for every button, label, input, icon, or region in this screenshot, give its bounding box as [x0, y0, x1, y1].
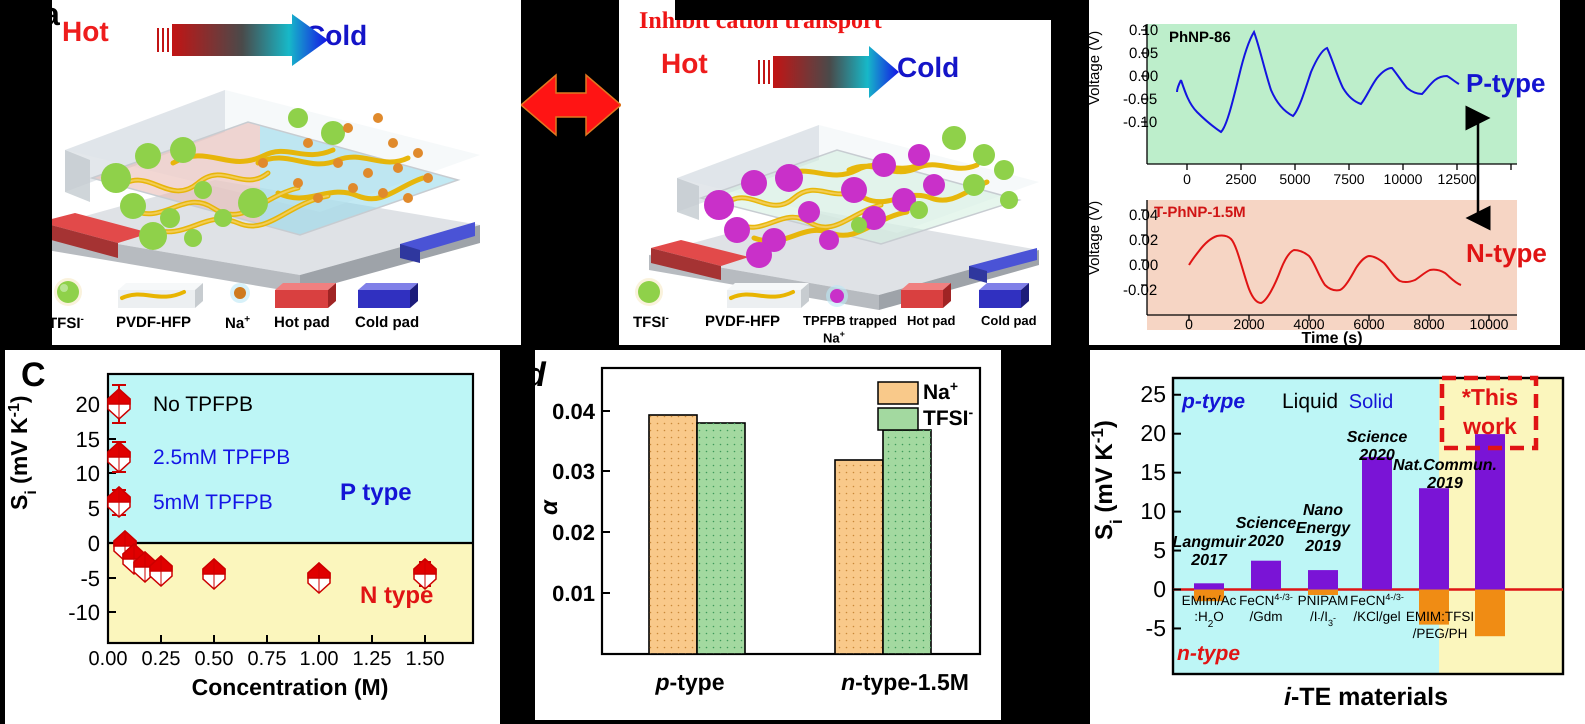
svg-text:Energy: Energy: [1296, 520, 1351, 537]
svg-text:P-type: P-type: [1466, 68, 1545, 98]
svg-text:Nat.Commun.: Nat.Commun.: [1393, 457, 1497, 474]
svg-text:0: 0: [1153, 576, 1166, 602]
svg-text:1.50: 1.50: [406, 648, 445, 670]
svg-text:0.03: 0.03: [552, 459, 595, 484]
svg-text:5: 5: [88, 496, 100, 521]
svg-text:Concentration (M): Concentration (M): [192, 674, 389, 700]
svg-text:0.50: 0.50: [195, 648, 234, 670]
svg-text:10: 10: [76, 461, 100, 486]
svg-text:Voltage (V): Voltage (V): [1089, 31, 1103, 105]
svg-text:n-type-1.5M: n-type-1.5M: [841, 669, 969, 695]
svg-text:25: 25: [1140, 381, 1166, 407]
svg-text:0.02: 0.02: [552, 520, 595, 545]
svg-text:Time (s): Time (s): [1301, 330, 1362, 345]
svg-text:Langmuir: Langmuir: [1173, 534, 1247, 551]
svg-text:EMIM:TFSI: EMIM:TFSI: [1406, 609, 1474, 624]
svg-text:5mM TPFPB: 5mM TPFPB: [153, 491, 273, 514]
svg-text:i-TE materials: i-TE materials: [1284, 683, 1448, 711]
svg-text:0.04: 0.04: [552, 399, 596, 424]
svg-text:2019: 2019: [1304, 538, 1341, 555]
svg-text:0.00: 0.00: [89, 648, 128, 670]
svg-text:5: 5: [1153, 537, 1166, 563]
svg-text:15: 15: [1140, 459, 1166, 485]
svg-text:TFSI-: TFSI-: [923, 404, 974, 430]
svg-text:*This: *This: [1462, 384, 1518, 410]
svg-text:0.25: 0.25: [142, 648, 181, 670]
svg-text:1.00: 1.00: [300, 648, 339, 670]
svg-text:20: 20: [1140, 420, 1166, 446]
svg-text:Voltage (V): Voltage (V): [1089, 201, 1103, 275]
svg-text:20: 20: [76, 392, 100, 417]
svg-text:/Gdm: /Gdm: [1249, 609, 1282, 624]
svg-text:N-type: N-type: [1466, 238, 1547, 268]
svg-text:-5: -5: [1146, 615, 1166, 641]
svg-text:p-type: p-type: [1181, 390, 1245, 413]
svg-text:P type: P type: [340, 479, 412, 506]
svg-text:No TPFPB: No TPFPB: [153, 393, 253, 416]
svg-text:2.5mM TPFPB: 2.5mM TPFPB: [153, 446, 290, 469]
svg-text:PhNP-86: PhNP-86: [1169, 29, 1231, 46]
svg-text:-0.05: -0.05: [1123, 91, 1157, 108]
svg-text:2019: 2019: [1426, 475, 1463, 492]
svg-text:15: 15: [76, 427, 100, 452]
svg-text:EMIm/Ac: EMIm/Ac: [1182, 593, 1237, 608]
svg-text:0.01: 0.01: [552, 581, 595, 606]
svg-text:1.25: 1.25: [353, 648, 392, 670]
svg-text:0: 0: [88, 531, 100, 556]
svg-text:Nano: Nano: [1303, 502, 1343, 519]
svg-text:α: α: [536, 499, 563, 515]
svg-text:/PEG/PH: /PEG/PH: [1413, 626, 1468, 641]
svg-text:8000: 8000: [1413, 316, 1444, 332]
svg-text:work: work: [1462, 413, 1517, 439]
svg-text:0: 0: [1185, 316, 1193, 332]
svg-text:Si (mV K-1): Si (mV K-1): [1090, 420, 1126, 540]
svg-text:12500: 12500: [1438, 171, 1477, 187]
svg-text:10000: 10000: [1470, 316, 1509, 332]
svg-text:n-type: n-type: [1177, 642, 1240, 665]
svg-text:7500: 7500: [1333, 171, 1364, 187]
svg-text:PNIPAM: PNIPAM: [1298, 593, 1349, 608]
svg-text:2500: 2500: [1225, 171, 1256, 187]
svg-text:2020: 2020: [1358, 447, 1395, 464]
svg-text:/KCl/gel: /KCl/gel: [1353, 609, 1400, 624]
svg-text:Liquid: Liquid: [1282, 390, 1338, 413]
svg-text:2000: 2000: [1233, 316, 1264, 332]
svg-text:2020: 2020: [1247, 533, 1284, 550]
svg-text:10000: 10000: [1384, 171, 1423, 187]
svg-text:Solid: Solid: [1349, 391, 1393, 413]
svg-text:Si (mV K-1): Si (mV K-1): [6, 395, 40, 510]
svg-text:p-type: p-type: [654, 669, 724, 695]
svg-text:2017: 2017: [1190, 552, 1228, 569]
svg-text:-5: -5: [80, 566, 100, 591]
svg-text:10: 10: [1140, 498, 1166, 524]
svg-text:0.75: 0.75: [248, 648, 287, 670]
svg-text:5000: 5000: [1279, 171, 1310, 187]
svg-text:-10: -10: [68, 600, 100, 625]
svg-text:Science: Science: [1236, 515, 1297, 532]
svg-text:-0.02: -0.02: [1123, 282, 1157, 299]
svg-text:Science: Science: [1347, 429, 1408, 446]
svg-text:0: 0: [1183, 171, 1191, 187]
svg-text:T-PhNP-1.5M: T-PhNP-1.5M: [1154, 204, 1246, 221]
svg-text:-0.10: -0.10: [1123, 114, 1157, 131]
